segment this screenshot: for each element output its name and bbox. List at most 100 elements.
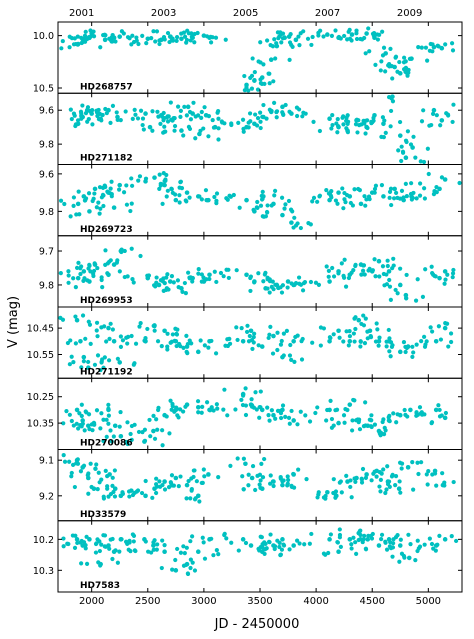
data-point-HD271182-5-5 bbox=[114, 110, 119, 115]
data-point-HD271182-12 bbox=[185, 104, 191, 110]
data-point-HD271192-15-1 bbox=[268, 324, 273, 329]
data-point-HD33579-23-5 bbox=[348, 478, 353, 483]
data-point-HD7583-5-5 bbox=[93, 550, 99, 555]
data-point-HD269953-2-4 bbox=[99, 277, 104, 283]
data-point-HD7583-24-5 bbox=[362, 533, 367, 538]
data-point-HD271192-18-0 bbox=[299, 357, 305, 362]
data-point-HD271192-13-4 bbox=[187, 338, 192, 343]
data-point-HD268757-32-4 bbox=[416, 45, 421, 50]
data-point-HD271182-35 bbox=[439, 118, 445, 123]
data-point-HD7583-27-4 bbox=[383, 539, 388, 544]
data-point-HD269953-8-5 bbox=[162, 281, 167, 286]
data-point-HD271182-9-4 bbox=[140, 116, 146, 121]
data-point-HD270086-22-1 bbox=[343, 407, 348, 412]
data-point-HD269723-27-1 bbox=[401, 195, 406, 200]
data-point-HD270086-5-2 bbox=[132, 422, 137, 427]
data-point-HD271182-33-4 bbox=[404, 139, 409, 145]
data-point-HD268757-16-1 bbox=[258, 81, 264, 86]
data-point-HD269723-10-1 bbox=[160, 201, 165, 206]
data-point-HD269723-17-0 bbox=[283, 202, 288, 207]
data-point-HD33579-7 bbox=[143, 493, 148, 499]
data-point-HD33579-19-3 bbox=[304, 477, 309, 482]
data-point-HD33579-6-0 bbox=[106, 494, 111, 499]
data-point-HD269723-28-2 bbox=[417, 193, 423, 198]
data-point-HD33579-13-4 bbox=[201, 467, 206, 472]
data-point-HD269953-11-3 bbox=[190, 279, 195, 284]
data-point-HD270086-7-2 bbox=[129, 437, 134, 442]
data-point-HD271182-27-3 bbox=[345, 121, 350, 127]
data-point-HD271182-17-5 bbox=[229, 121, 234, 126]
data-point-HD269953-16-1 bbox=[267, 290, 272, 295]
data-point-HD268757-17-5 bbox=[273, 56, 278, 61]
data-point-HD271182-8-0 bbox=[165, 119, 171, 124]
data-point-HD33579-27-0 bbox=[378, 489, 383, 494]
data-point-HD270086-10-0 bbox=[181, 409, 186, 414]
data-point-HD268757-33-0 bbox=[450, 48, 456, 53]
data-point-HD268757-6-2 bbox=[134, 38, 139, 43]
data-point-HD271192-22-2 bbox=[341, 339, 346, 344]
data-point-HD271192-2-1 bbox=[95, 353, 101, 358]
top-year-label-4: 2009 bbox=[397, 8, 422, 19]
data-point-HD271182-13-3 bbox=[184, 113, 189, 118]
y-tick-label-HD268757-1: 10.5 bbox=[33, 84, 54, 95]
data-point-HD7583-23-2 bbox=[337, 527, 342, 532]
data-point-HD7583-11-4 bbox=[184, 562, 189, 568]
data-point-HD7583-14 bbox=[240, 537, 246, 542]
data-point-HD269953-17-2 bbox=[285, 285, 290, 290]
data-point-HD270086-5 bbox=[112, 423, 118, 429]
x-tick-label-3: 3500 bbox=[247, 596, 272, 607]
y-axis-title-wrap: V (mag) bbox=[2, 296, 22, 348]
data-point-HD269953-10-5 bbox=[166, 287, 171, 292]
data-point-HD269723-7-1 bbox=[124, 183, 129, 188]
data-point-HD7583-3-5 bbox=[96, 560, 101, 565]
data-point-HD269953-19-4 bbox=[293, 281, 299, 286]
data-point-HD7583-3-2 bbox=[98, 563, 103, 568]
data-point-HD271182-21-1 bbox=[267, 107, 272, 112]
data-point-HD271192-23-3 bbox=[352, 316, 357, 321]
data-point-HD269723-16-2 bbox=[279, 195, 285, 200]
data-point-HD268757-22-4 bbox=[316, 33, 321, 38]
data-point-HD269953-19-1 bbox=[297, 281, 302, 286]
data-point-HD268757-14-2 bbox=[244, 85, 249, 90]
data-point-HD270086-10-5 bbox=[169, 407, 174, 412]
data-point-HD271192-19 bbox=[291, 339, 296, 344]
data-point-HD268757-3-4 bbox=[79, 35, 84, 41]
data-point-HD271182-24-0 bbox=[341, 122, 346, 127]
data-point-HD269723-2 bbox=[87, 209, 92, 214]
data-point-HD269953-6-3 bbox=[122, 248, 127, 254]
data-point-HD33579-7-1 bbox=[150, 495, 155, 500]
data-point-HD7583-20-1 bbox=[309, 531, 314, 537]
data-point-HD271182-16-5 bbox=[201, 126, 206, 131]
data-point-HD271182-19-2 bbox=[258, 110, 263, 115]
data-point-HD269953-21-5 bbox=[330, 265, 335, 271]
data-point-HD271182-28-5 bbox=[354, 117, 359, 122]
data-point-HD270086-16-0 bbox=[240, 402, 246, 408]
data-point-HD271192-0-4 bbox=[87, 322, 93, 327]
x-tick-label-6: 5000 bbox=[416, 596, 441, 607]
data-point-HD33579-26-4 bbox=[397, 479, 402, 484]
data-point-HD7583-21-5 bbox=[338, 544, 343, 549]
data-point-HD33579-3-0 bbox=[72, 484, 77, 490]
data-point-HD269953-14-5 bbox=[256, 271, 261, 276]
data-point-HD270086-18-2 bbox=[280, 403, 286, 408]
data-point-HD268757-15-1 bbox=[271, 79, 276, 84]
data-point-HD269953-10-4 bbox=[183, 291, 188, 296]
data-point-HD271182-25-4 bbox=[363, 131, 368, 136]
data-point-HD271192-27-2 bbox=[388, 354, 393, 359]
data-point-HD271182-11 bbox=[179, 128, 184, 133]
data-point-HD33579-25-3 bbox=[360, 466, 366, 472]
data-point-HD7583-4-5 bbox=[99, 542, 104, 547]
data-point-HD269723-12-5 bbox=[214, 191, 220, 196]
data-point-HD269723-10-4 bbox=[164, 194, 169, 199]
data-point-HD269723-1-2 bbox=[83, 198, 88, 203]
y-tick-label-HD7583-0: 10.2 bbox=[33, 535, 54, 546]
data-point-HD269953-20-3 bbox=[313, 280, 319, 285]
data-point-HD7583-10 bbox=[173, 568, 179, 573]
data-point-HD271182-33-2 bbox=[425, 146, 430, 151]
data-point-HD271182-5-2 bbox=[96, 107, 101, 113]
data-point-HD271192-18-1 bbox=[287, 353, 293, 358]
data-point-HD271182-12-2 bbox=[191, 100, 196, 105]
data-point-HD271182-21-3 bbox=[283, 102, 288, 108]
data-point-HD269723-15-0 bbox=[237, 205, 242, 210]
data-point-HD271192-12-5 bbox=[185, 351, 190, 356]
